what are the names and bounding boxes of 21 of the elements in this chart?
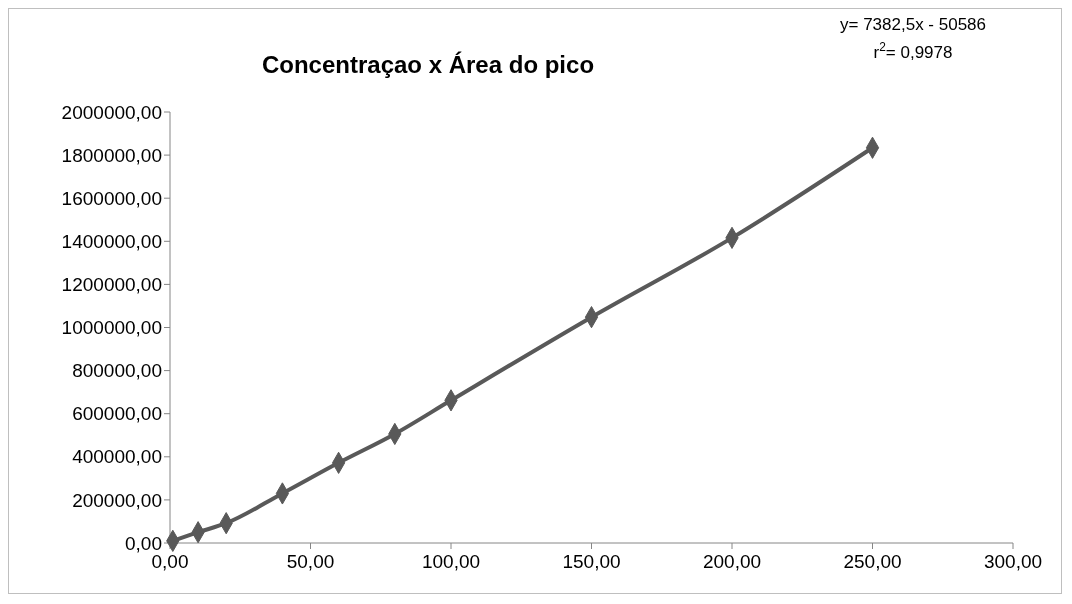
- y-tick-label: 1600000,00: [61, 187, 162, 209]
- x-tick-label: 300,00: [983, 551, 1043, 572]
- y-tick-label: 0,00: [125, 532, 162, 554]
- y-tick-label: 200000,00: [72, 489, 162, 511]
- x-tick-label: 250,00: [843, 551, 902, 572]
- y-tick-label: 1400000,00: [61, 230, 162, 252]
- y-tick-label: 1200000,00: [61, 274, 162, 296]
- x-tick-label: 50,00: [286, 551, 335, 572]
- y-tick-label: 2000000,00: [61, 101, 162, 123]
- y-tick-label: 1000000,00: [61, 317, 162, 339]
- text: r$^{2}$= 0,9978: [873, 40, 953, 62]
- chart-title: Concentraçao x Área do pico: [261, 51, 595, 78]
- text: y= 7382,5x - 50586: [839, 15, 987, 34]
- x-tick-label: 100,00: [421, 551, 481, 572]
- x-tick-label: 150,00: [562, 551, 621, 572]
- y-tick-label: 1800000,00: [61, 144, 162, 166]
- x-tick-label: 200,00: [702, 551, 762, 572]
- y-tick-label: 600000,00: [72, 403, 162, 425]
- y-tick-label: 400000,00: [72, 446, 162, 468]
- y-tick-label: 800000,00: [72, 360, 162, 382]
- x-tick-label: 0,00: [151, 551, 189, 572]
